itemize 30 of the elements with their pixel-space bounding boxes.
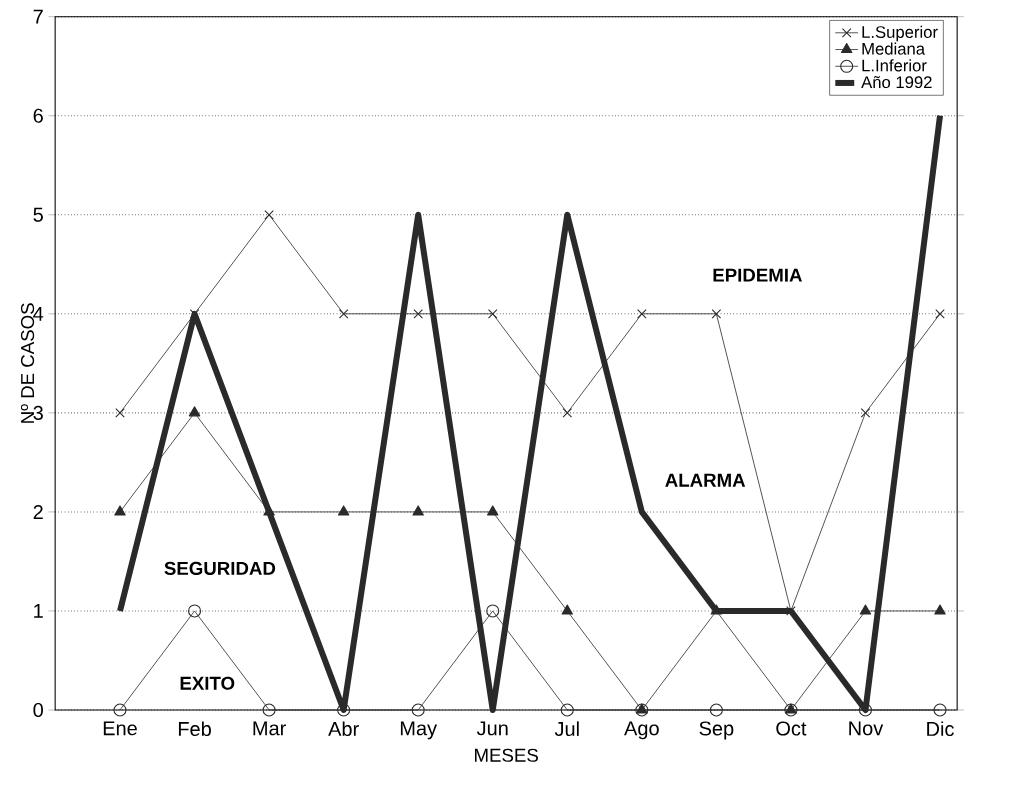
annotation: EXITO	[180, 676, 235, 690]
x-tick-label: Nov	[849, 721, 884, 736]
x-tick-label: Feb	[178, 721, 211, 737]
x-tick-label: Jun	[476, 721, 508, 736]
x-tick-label: Abr	[328, 721, 359, 737]
y-tick-label: 7	[33, 9, 43, 24]
annotation: EPIDEMIA	[713, 268, 802, 282]
x-tick-label: Mar	[253, 721, 286, 736]
annotation: ALARMA	[665, 473, 746, 487]
y-tick-label: 5	[33, 207, 43, 222]
legend-label: Año 1992	[861, 75, 932, 89]
legend-label: L.Superior	[862, 25, 938, 42]
legend-label: Mediana	[862, 42, 926, 55]
y-axis-title: Nº DE CASOS	[20, 303, 35, 423]
x-tick-label: Oct	[776, 721, 807, 736]
y-tick-label: 3	[33, 405, 43, 420]
y-tick-label: 0	[33, 702, 43, 718]
y-tick-label: 2	[33, 504, 43, 519]
x-axis-title: MESES	[475, 748, 538, 762]
x-tick-label: Sep	[699, 721, 734, 740]
y-tick-label: 6	[33, 108, 43, 123]
x-tick-label: Dic	[927, 721, 954, 737]
annotation: SEGURIDAD	[164, 561, 276, 575]
y-tick-label: 1	[34, 604, 43, 618]
legend-label: L.Inferior	[862, 59, 927, 72]
y-tick-label: 4	[33, 306, 44, 321]
x-tick-label: Ago	[624, 721, 659, 740]
x-tick-label: May	[400, 721, 438, 740]
x-tick-label: Ene	[103, 721, 137, 736]
x-tick-label: Jul	[554, 721, 579, 737]
